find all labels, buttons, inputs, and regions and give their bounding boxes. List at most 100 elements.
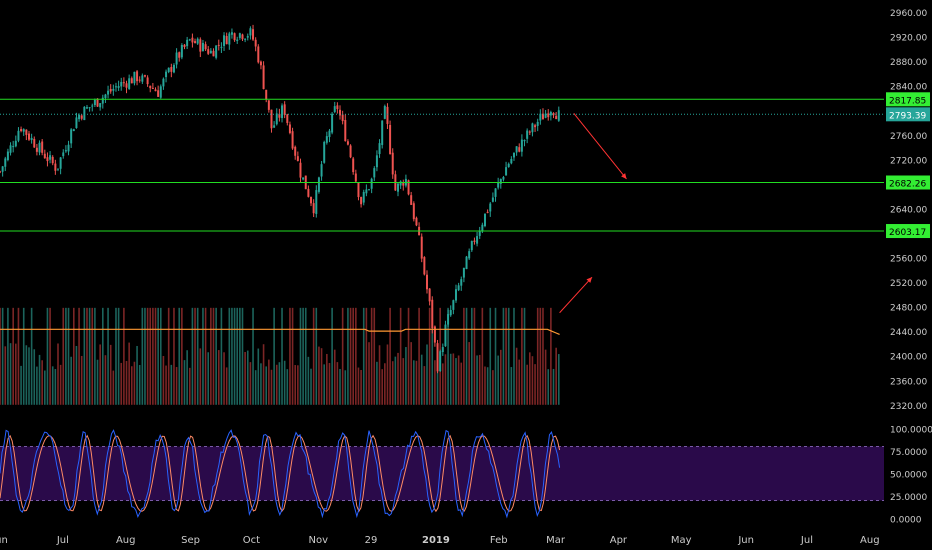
candle xyxy=(341,110,344,125)
candle-body xyxy=(27,133,30,140)
candle-body xyxy=(204,44,207,50)
candle xyxy=(339,105,342,120)
candle-body xyxy=(262,65,265,90)
volume-bar xyxy=(186,350,188,405)
candle xyxy=(507,162,510,168)
volume-bar xyxy=(534,364,536,405)
candle-body xyxy=(136,71,139,82)
candle-body xyxy=(428,288,431,302)
candle-body xyxy=(302,177,305,180)
candle-body xyxy=(104,94,107,99)
price-tick-label: 2720.00 xyxy=(890,156,927,166)
candle-body xyxy=(252,29,255,40)
price-tick-label: 2320.00 xyxy=(890,402,927,412)
current-price-badge-bg xyxy=(886,107,930,122)
candle-body xyxy=(270,109,273,129)
candle xyxy=(315,185,318,218)
volume-bar xyxy=(170,364,173,405)
volume-bar xyxy=(281,307,283,405)
volume-bar xyxy=(57,343,59,405)
candle xyxy=(180,43,183,60)
volume-bar xyxy=(486,367,489,405)
volume-bar xyxy=(418,307,420,405)
volume-bar xyxy=(73,307,75,405)
candle-body xyxy=(56,168,59,170)
volume-bar xyxy=(91,307,94,405)
time-tick-label: Jun xyxy=(737,535,754,546)
candle xyxy=(489,202,492,217)
volume-bar xyxy=(194,307,196,405)
level-badge-bg xyxy=(886,92,930,107)
price-tick-label: 2840.00 xyxy=(890,83,927,93)
price-tick-label: 2640.00 xyxy=(890,205,927,215)
price-axis: 2960.002920.002880.002840.002800.002760.… xyxy=(890,9,927,412)
candle-body xyxy=(378,143,381,154)
candle xyxy=(159,84,162,99)
volume-bar xyxy=(65,307,67,405)
candle-body xyxy=(225,35,228,45)
time-tick-label: Jun xyxy=(0,535,8,546)
candle-body xyxy=(510,159,513,164)
volume-bar xyxy=(502,307,505,405)
candle xyxy=(17,127,20,143)
candle-body xyxy=(357,182,360,198)
price-tick-label: 2880.00 xyxy=(890,58,927,68)
candle xyxy=(165,69,168,83)
volume-bar xyxy=(130,366,133,405)
candle-body xyxy=(72,129,75,132)
candle-body xyxy=(267,100,270,110)
volume-bar xyxy=(141,307,144,405)
candle xyxy=(27,130,30,141)
volume-bar xyxy=(212,307,215,405)
time-tick-label: Nov xyxy=(309,535,329,546)
volume-bar xyxy=(241,307,244,405)
candle-body xyxy=(157,90,160,97)
volume-bar xyxy=(341,307,344,405)
price-candles xyxy=(0,24,560,374)
volume-bar xyxy=(215,307,217,405)
volume-bar xyxy=(20,365,22,405)
candle xyxy=(220,42,223,54)
candle-body xyxy=(96,98,99,107)
volume-bar xyxy=(336,362,339,405)
candle-body xyxy=(352,158,355,173)
candle-body xyxy=(149,85,152,89)
candle-body xyxy=(381,120,384,145)
volume-bar xyxy=(38,354,41,405)
candle-body xyxy=(281,105,284,119)
price-tick-label: 2760.00 xyxy=(890,132,927,142)
candle xyxy=(0,170,1,174)
candle xyxy=(80,114,83,121)
candle xyxy=(331,112,334,135)
volume-bar xyxy=(326,353,328,405)
volume-bar xyxy=(399,307,402,405)
candle-body xyxy=(407,180,410,195)
volume-bar xyxy=(415,360,418,405)
volume-bar xyxy=(159,307,162,405)
volume-bar xyxy=(254,370,257,405)
oscillator-tick-label: 75.0000 xyxy=(890,448,927,458)
candle xyxy=(373,166,376,182)
candle xyxy=(291,127,294,150)
candle-body xyxy=(423,257,426,275)
volume-bar xyxy=(505,307,507,405)
candle xyxy=(520,134,523,157)
volume-bar xyxy=(304,307,307,405)
candle-body xyxy=(196,38,199,44)
candle xyxy=(391,148,394,179)
volume-bar xyxy=(204,307,207,405)
candle-body xyxy=(541,113,544,120)
candle-body xyxy=(333,106,336,113)
candle-body xyxy=(122,82,125,84)
candle-body xyxy=(194,41,197,44)
price-tick-label: 2560.00 xyxy=(890,255,927,265)
volume-bar xyxy=(449,353,452,405)
candle xyxy=(51,155,54,166)
volume-bar xyxy=(494,307,497,405)
candle-body xyxy=(62,152,65,157)
volume-bar xyxy=(384,363,386,405)
candle xyxy=(317,176,320,194)
candle-body xyxy=(33,138,36,148)
